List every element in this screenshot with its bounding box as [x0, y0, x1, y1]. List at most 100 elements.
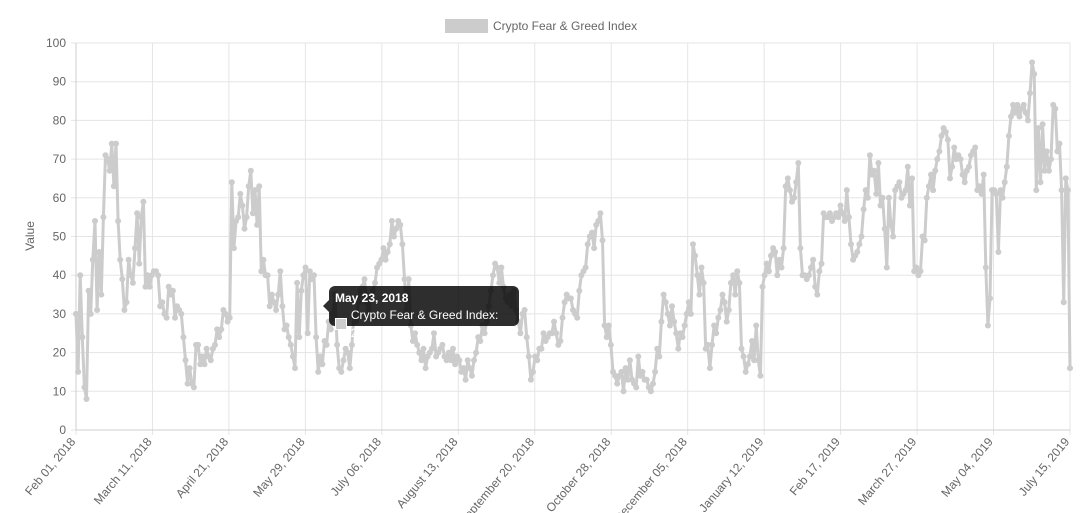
data-point[interactable] [1022, 109, 1029, 116]
data-point[interactable] [431, 330, 437, 337]
data-point[interactable] [622, 365, 629, 372]
data-point[interactable] [247, 167, 254, 174]
data-point[interactable] [812, 283, 819, 290]
data-point[interactable] [873, 190, 880, 197]
data-point[interactable] [725, 307, 732, 313]
data-point[interactable] [759, 283, 766, 290]
data-point[interactable] [420, 345, 427, 352]
data-point[interactable] [214, 326, 221, 333]
data-point[interactable] [134, 210, 141, 217]
data-point[interactable] [416, 349, 423, 356]
data-point[interactable] [871, 167, 878, 174]
data-point[interactable] [1003, 163, 1010, 170]
data-point[interactable] [266, 303, 273, 310]
data-point[interactable] [1067, 365, 1073, 372]
data-point[interactable] [835, 214, 842, 221]
data-point[interactable] [184, 380, 191, 387]
data-point[interactable] [169, 287, 176, 294]
data-point[interactable] [340, 357, 347, 364]
data-point[interactable] [254, 221, 261, 228]
data-point[interactable] [567, 295, 574, 302]
data-point[interactable] [866, 152, 873, 159]
data-point[interactable] [717, 307, 724, 313]
data-point[interactable] [327, 326, 334, 333]
data-point[interactable] [85, 287, 92, 294]
data-point[interactable] [256, 183, 263, 190]
data-point[interactable] [589, 229, 595, 236]
data-point[interactable] [738, 345, 745, 352]
data-point[interactable] [751, 357, 758, 364]
data-point[interactable] [384, 249, 391, 255]
data-point[interactable] [664, 310, 671, 317]
data-point[interactable] [89, 256, 96, 263]
data-point[interactable] [123, 299, 130, 306]
data-point[interactable] [159, 299, 166, 306]
data-point[interactable] [304, 330, 311, 337]
data-point[interactable] [142, 283, 149, 290]
data-point[interactable] [1064, 187, 1071, 194]
data-point[interactable] [548, 330, 555, 337]
data-point[interactable] [656, 353, 663, 360]
data-point[interactable] [685, 299, 692, 306]
data-point[interactable] [879, 194, 886, 201]
data-point[interactable] [422, 365, 429, 372]
data-point[interactable] [140, 198, 147, 205]
data-point[interactable] [727, 279, 734, 286]
data-point[interactable] [1033, 187, 1040, 194]
data-point[interactable] [481, 330, 488, 337]
data-point[interactable] [997, 187, 1004, 194]
data-point[interactable] [136, 260, 143, 267]
data-point[interactable] [275, 291, 282, 298]
data-point[interactable] [696, 291, 703, 298]
data-point[interactable] [1012, 109, 1019, 116]
data-point[interactable] [704, 341, 711, 348]
data-point[interactable] [525, 353, 532, 360]
data-point[interactable] [780, 245, 787, 252]
data-point[interactable] [323, 341, 330, 348]
data-point[interactable] [980, 171, 987, 178]
data-point[interactable] [612, 372, 619, 379]
data-point[interactable] [951, 144, 958, 151]
data-point[interactable] [530, 368, 536, 375]
data-point[interactable] [687, 310, 694, 317]
data-point[interactable] [921, 237, 928, 244]
data-point[interactable] [681, 322, 688, 329]
data-point[interactable] [936, 148, 943, 155]
data-point[interactable] [715, 314, 722, 321]
data-point[interactable] [450, 345, 456, 352]
data-point[interactable] [603, 334, 610, 341]
data-point[interactable] [77, 272, 84, 279]
data-point[interactable] [706, 365, 713, 372]
data-point[interactable] [841, 218, 848, 224]
data-point[interactable] [753, 322, 760, 329]
data-point[interactable] [698, 264, 705, 271]
data-point[interactable] [106, 167, 113, 174]
data-point[interactable] [793, 179, 800, 186]
data-point[interactable] [923, 194, 930, 201]
data-point[interactable] [382, 256, 389, 263]
data-point[interactable] [264, 272, 271, 279]
data-point[interactable] [744, 361, 751, 368]
data-point[interactable] [443, 357, 450, 364]
data-point[interactable] [582, 264, 589, 271]
data-point[interactable] [75, 368, 82, 375]
data-point[interactable] [660, 291, 667, 298]
data-point[interactable] [1001, 179, 1008, 186]
data-point[interactable] [639, 368, 646, 375]
data-point[interactable] [942, 129, 949, 135]
data-point[interactable] [108, 140, 115, 147]
data-point[interactable] [768, 252, 774, 259]
data-point[interactable] [199, 353, 206, 360]
data-point[interactable] [620, 388, 627, 395]
data-point[interactable] [228, 179, 235, 186]
data-point[interactable] [647, 388, 654, 395]
data-point[interactable] [399, 241, 406, 248]
data-point[interactable] [380, 245, 387, 252]
data-point[interactable] [559, 314, 566, 321]
data-point[interactable] [885, 194, 892, 201]
data-point[interactable] [115, 218, 122, 224]
data-point[interactable] [755, 357, 762, 364]
data-point[interactable] [711, 322, 718, 329]
data-point[interactable] [447, 357, 454, 364]
data-point[interactable] [906, 202, 913, 209]
